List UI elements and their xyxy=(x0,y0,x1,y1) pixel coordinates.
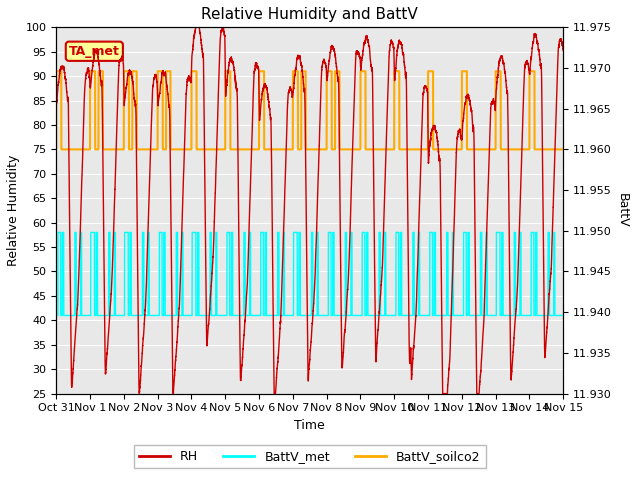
Legend: RH, BattV_met, BattV_soilco2: RH, BattV_met, BattV_soilco2 xyxy=(134,445,486,468)
Title: Relative Humidity and BattV: Relative Humidity and BattV xyxy=(202,7,418,22)
Text: TA_met: TA_met xyxy=(69,45,120,58)
X-axis label: Time: Time xyxy=(294,419,325,432)
Y-axis label: BattV: BattV xyxy=(616,193,628,228)
Y-axis label: Relative Humidity: Relative Humidity xyxy=(7,155,20,266)
